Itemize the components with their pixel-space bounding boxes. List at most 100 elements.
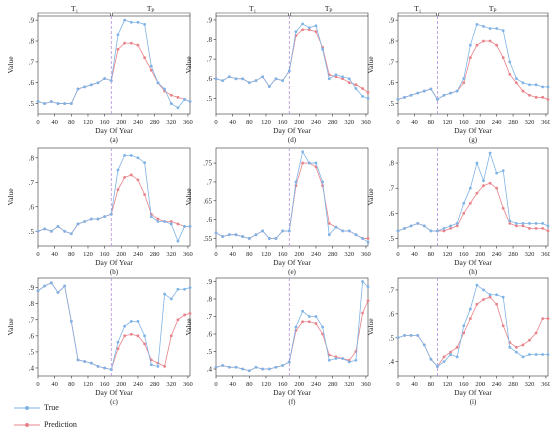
data-point-true	[321, 180, 325, 184]
data-point-true	[366, 240, 370, 244]
data-point-true	[436, 229, 439, 233]
data-point-true	[83, 85, 87, 89]
y-tick-label: .55	[203, 235, 212, 243]
x-tick-label: 200	[116, 381, 126, 388]
data-point-true	[528, 353, 531, 356]
data-point-true	[281, 364, 285, 367]
data-point-true	[274, 237, 278, 240]
data-point-prediction	[475, 43, 479, 47]
data-point-true	[136, 156, 140, 160]
x-tick-label: 320	[525, 251, 535, 258]
data-point-prediction	[327, 221, 331, 225]
x-axis-label: Day Of Year	[273, 126, 311, 135]
legend-true-swatch	[14, 404, 40, 412]
y-tick-label: .6	[389, 310, 395, 318]
x-tick-label: 80	[428, 381, 435, 388]
data-point-true	[241, 235, 245, 238]
series-line-prediction	[37, 174, 190, 235]
region-bracket-left	[37, 12, 111, 16]
series-line-prediction	[215, 162, 368, 239]
y-tick-label: .8	[29, 38, 35, 46]
data-point-true	[482, 288, 485, 292]
data-point-true	[149, 363, 153, 367]
data-point-prediction	[366, 237, 370, 240]
data-point-true	[314, 24, 318, 28]
data-point-true	[508, 345, 512, 349]
panel-caption: (h)	[469, 268, 478, 276]
region-label-right: Tₚ	[147, 4, 155, 13]
chart-panel-b: .5 .6 .7 .8 0 40 80 120 160 200 240 280 320 360 Day Of…	[6, 147, 193, 276]
x-tick-label: 40	[229, 381, 236, 388]
data-point-true	[247, 81, 251, 85]
data-point-prediction	[534, 95, 538, 99]
y-tick-label: .8	[389, 38, 395, 46]
data-point-true	[169, 222, 173, 226]
data-point-prediction	[501, 206, 505, 210]
x-tick-label: 280	[150, 119, 160, 126]
x-tick-label: 0	[36, 381, 39, 388]
data-point-prediction	[136, 43, 140, 47]
data-point-true	[261, 229, 265, 233]
data-point-true	[482, 25, 485, 28]
data-point-true	[528, 83, 531, 87]
data-point-prediction	[541, 317, 545, 321]
data-point-true	[109, 79, 113, 83]
y-tick-label: .7	[29, 58, 35, 66]
data-point-true	[501, 295, 505, 299]
x-tick-label: 320	[166, 381, 176, 388]
data-point-prediction	[341, 77, 344, 81]
data-point-true	[281, 229, 285, 233]
x-tick-label: 0	[396, 381, 399, 388]
data-point-prediction	[521, 89, 525, 93]
data-point-true	[103, 215, 107, 219]
data-point-true	[314, 315, 318, 318]
y-axis-label: Value	[6, 188, 15, 206]
x-tick-label: 120	[442, 251, 452, 258]
data-point-true	[221, 235, 225, 238]
data-point-prediction	[482, 184, 485, 188]
data-point-true	[76, 222, 80, 226]
data-point-true	[442, 227, 446, 230]
data-point-true	[149, 215, 153, 219]
data-point-true	[69, 102, 73, 105]
data-point-true	[462, 201, 466, 205]
data-point-prediction	[488, 39, 492, 43]
data-point-true	[241, 367, 245, 371]
data-point-true	[63, 229, 67, 233]
data-point-true	[254, 79, 258, 83]
region-bracket-left	[215, 12, 289, 16]
data-point-true	[307, 161, 311, 165]
x-tick-label: 240	[492, 119, 502, 126]
x-tick-label: 200	[294, 381, 304, 388]
data-point-true	[227, 75, 231, 79]
chart-panel-d: .5 .6 .7 .8 .9 0 40 80 120 160 200 240 280 320 360 Day …	[184, 4, 371, 144]
data-point-true	[475, 283, 479, 287]
data-point-prediction	[546, 317, 550, 321]
x-tick-label: 120	[442, 119, 452, 126]
x-tick-label: 280	[328, 381, 338, 388]
data-point-prediction	[123, 176, 127, 179]
x-tick-label: 40	[51, 119, 58, 126]
data-point-true	[501, 169, 505, 173]
data-point-true	[409, 224, 413, 228]
data-point-true	[89, 217, 93, 221]
data-point-true	[409, 93, 413, 97]
data-point-prediction	[143, 56, 147, 60]
data-point-true	[267, 367, 271, 371]
y-axis-label: Value	[366, 56, 375, 74]
data-point-true	[462, 77, 466, 80]
data-point-true	[156, 81, 160, 85]
data-point-true	[267, 237, 271, 240]
data-point-prediction	[528, 93, 531, 97]
x-tick-label: 360	[541, 381, 550, 388]
x-axis-label: Day Of Year	[454, 126, 492, 135]
data-point-true	[254, 233, 258, 237]
y-tick-label: .7	[207, 178, 213, 186]
y-tick-label: .9	[389, 17, 395, 25]
region-label-left: T₁	[414, 4, 422, 13]
data-point-prediction	[521, 343, 525, 347]
data-point-true	[455, 355, 459, 359]
data-point-true	[136, 20, 140, 24]
x-tick-label: 360	[183, 381, 193, 388]
y-axis-label: Value	[184, 188, 193, 206]
